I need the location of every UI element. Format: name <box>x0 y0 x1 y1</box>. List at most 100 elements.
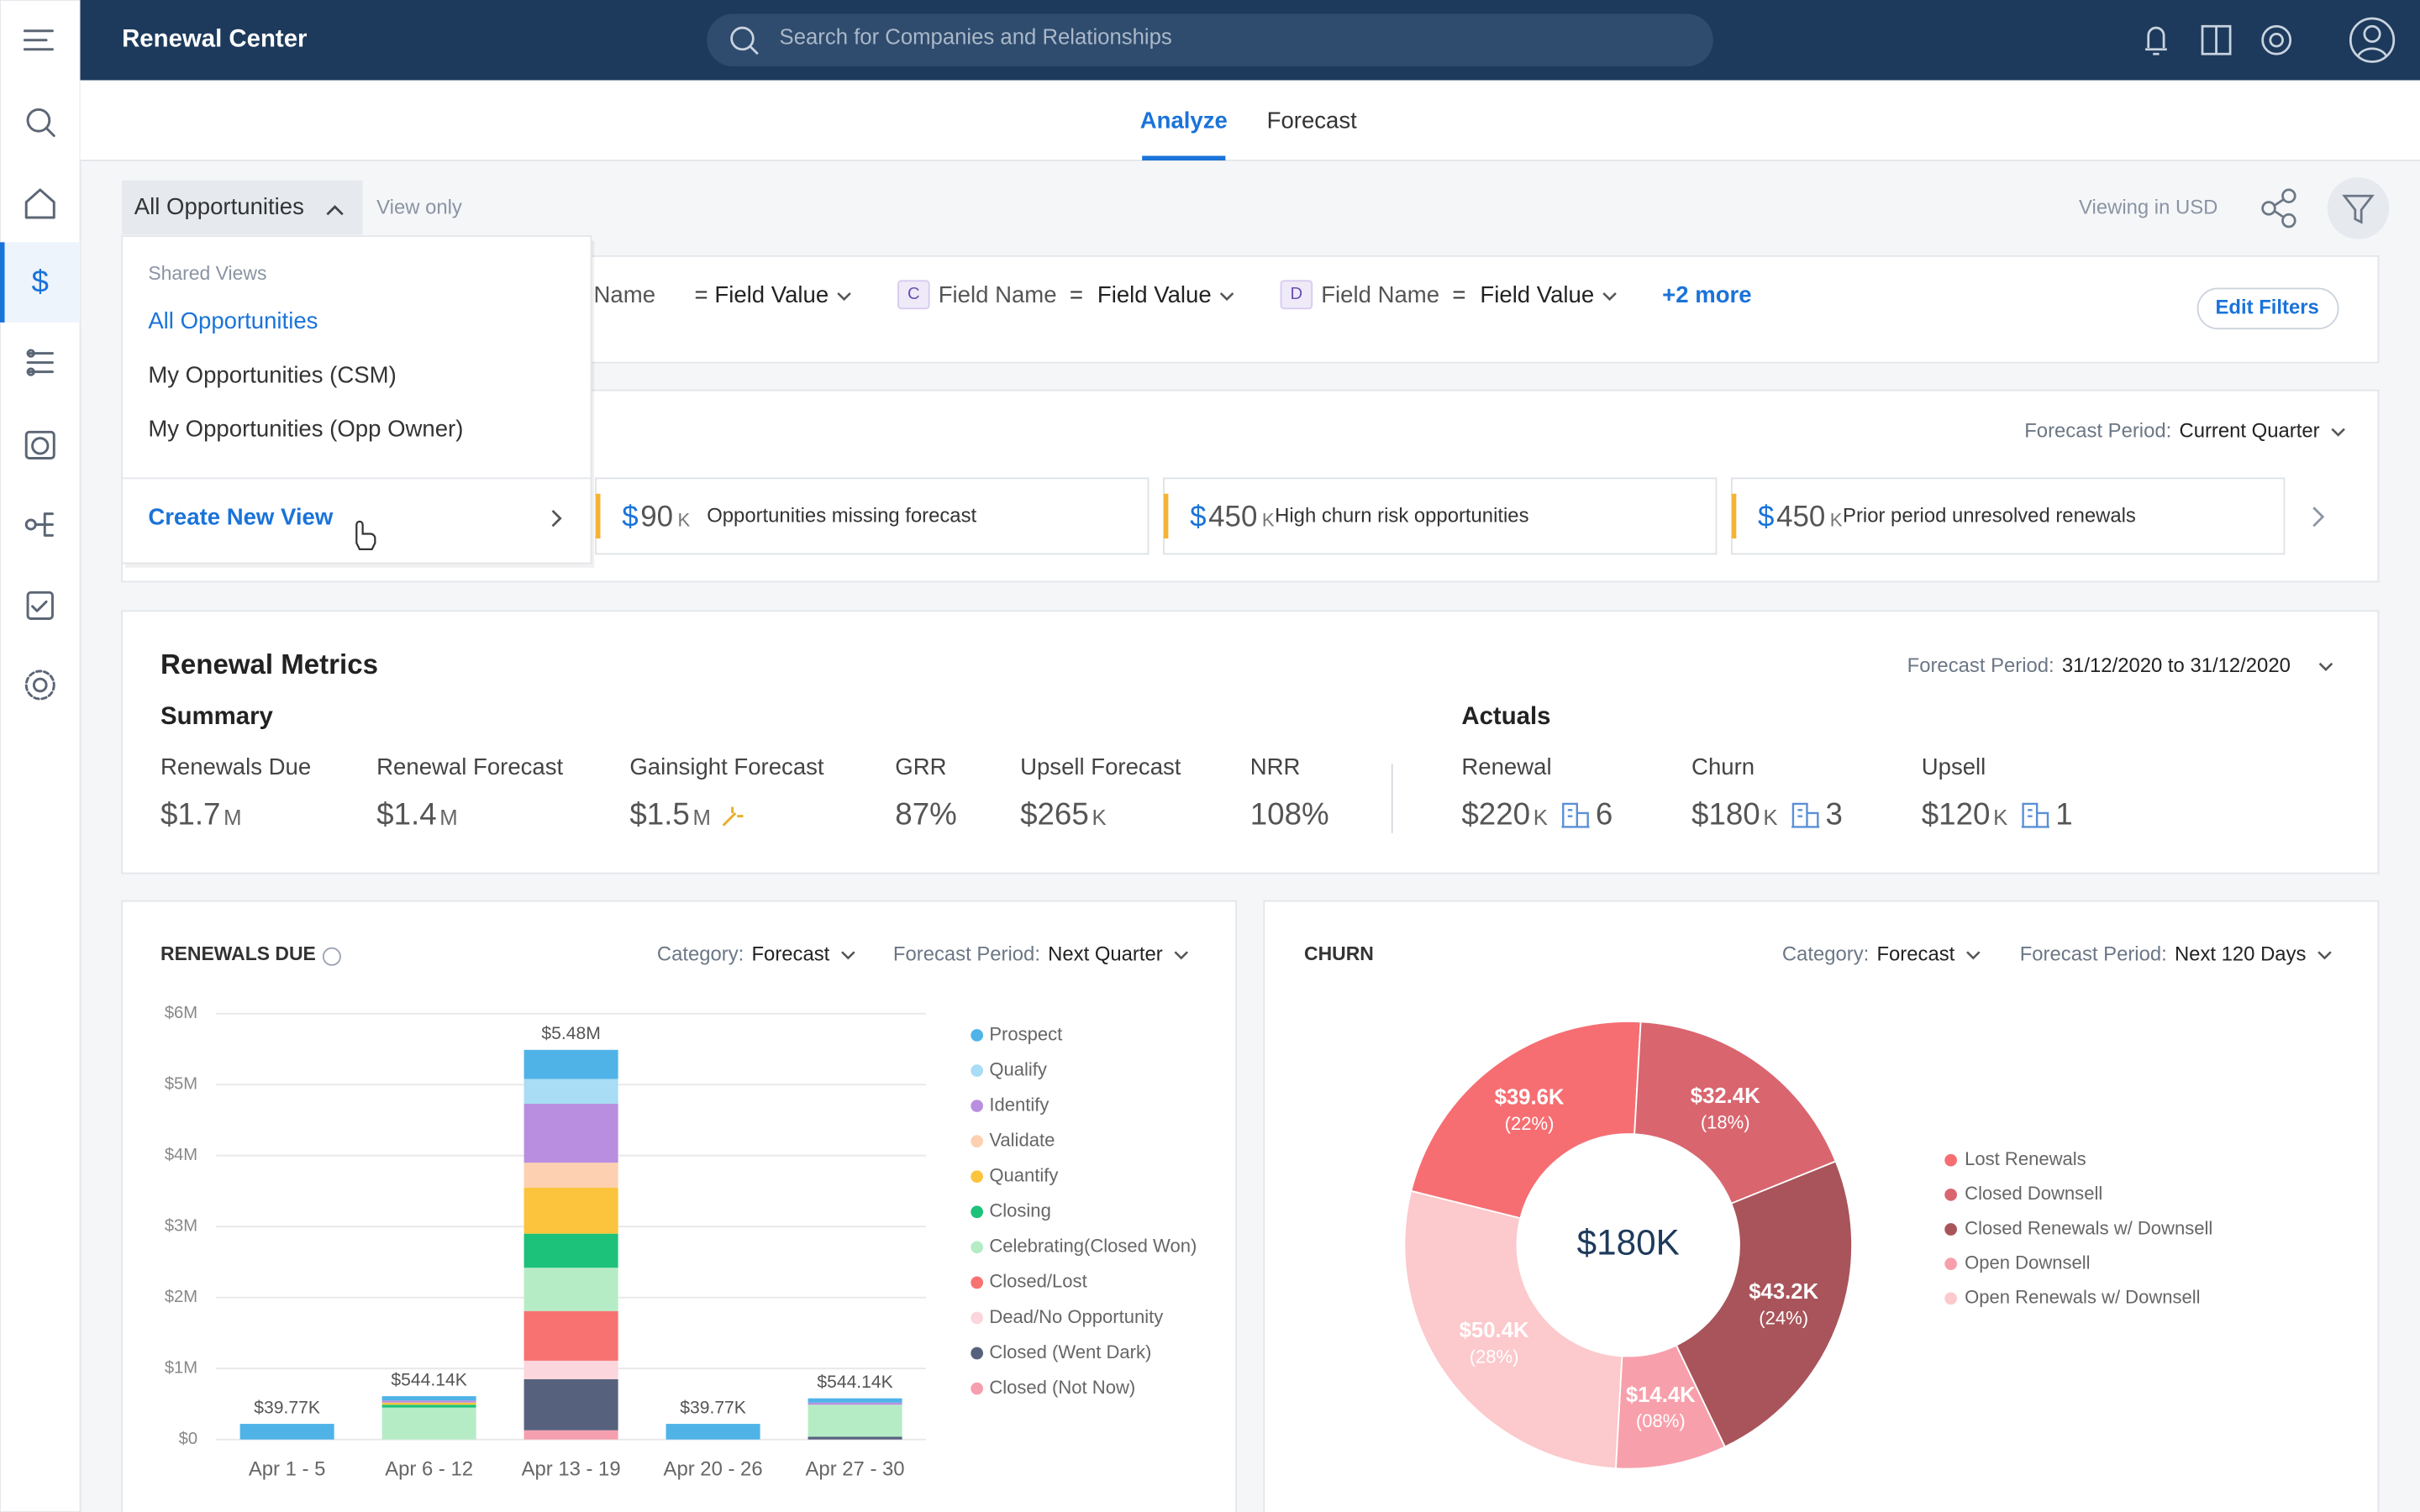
metric-value: 108% <box>1250 796 1329 831</box>
legend-swatch <box>1944 1257 1957 1270</box>
x-tick-label: Apr 27 - 30 <box>806 1458 905 1481</box>
metric-label: Gainsight Forecast <box>629 753 824 780</box>
period-value[interactable]: 31/12/2020 to 31/12/2020 <box>2062 654 2291 677</box>
filter-icon <box>2342 194 2375 224</box>
legend-swatch <box>1944 1292 1957 1305</box>
insight-accent <box>1163 493 1169 539</box>
search-box[interactable] <box>707 13 1713 66</box>
donut-slice <box>1675 1160 1853 1448</box>
chevron <box>2318 662 2333 671</box>
bar-segment <box>381 1400 476 1403</box>
insight-accent <box>1731 493 1737 539</box>
insight-card[interactable] <box>1162 477 1718 555</box>
insight-label: Prior period unresolved renewals <box>1843 505 2136 528</box>
legend-swatch <box>1944 1153 1957 1167</box>
donut-slice <box>1410 1021 1642 1220</box>
filter-button[interactable] <box>2327 177 2390 239</box>
legend-label: Quantify <box>989 1165 1058 1186</box>
dollar-icon[interactable]: $ <box>32 265 49 299</box>
chevron <box>1174 951 1189 960</box>
currency: $ <box>622 500 638 533</box>
next-arrow[interactable] <box>2312 507 2325 528</box>
view-only: View only <box>376 196 462 218</box>
y-tick-label: $0 <box>179 1430 197 1448</box>
bar-segment <box>666 1424 760 1440</box>
insight-accent <box>595 493 601 539</box>
count: 3 <box>1826 796 1843 831</box>
bar-segment <box>523 1310 618 1361</box>
tab-bar <box>80 80 2420 161</box>
metric-label: Renewal <box>1461 753 1551 780</box>
filter-value[interactable]: Forecast <box>751 942 829 965</box>
legend-label: Dead/No Opportunity <box>989 1306 1163 1327</box>
create-view[interactable]: Create New View <box>148 503 334 529</box>
header-icons[interactable] <box>2145 17 2396 63</box>
legend-swatch <box>971 1311 983 1325</box>
legend-label: Closed Renewals w/ Downsell <box>1965 1217 2212 1238</box>
chevron <box>2331 428 2345 437</box>
bar-segment <box>381 1407 476 1440</box>
insight-card[interactable] <box>1730 477 2286 555</box>
filter-badge <box>897 280 930 310</box>
legend-label: Celebrating(Closed Won) <box>989 1236 1197 1257</box>
filter-value[interactable]: Field Value <box>714 281 829 307</box>
legend-label: Closed (Went Dark) <box>989 1341 1151 1362</box>
metric-unit: K <box>1092 806 1106 830</box>
period-label: Forecast Period: <box>2024 420 2171 443</box>
menu-item[interactable]: My Opportunities (CSM) <box>148 361 396 387</box>
edit-filters-button[interactable] <box>2196 287 2339 330</box>
bar-segment <box>523 1430 618 1440</box>
share-icon[interactable] <box>2261 188 2296 228</box>
metric-value: $180 <box>1691 796 1760 831</box>
filter-letter: C <box>908 285 920 303</box>
view-selector[interactable] <box>122 180 363 235</box>
slice-percent: (24%) <box>1759 1307 1808 1328</box>
tab[interactable]: Analyze <box>1140 107 1228 133</box>
total-label: $5.48M <box>541 1024 600 1043</box>
metric-label: Churn <box>1691 753 1754 780</box>
metric-label: Renewals Due <box>160 753 311 780</box>
slice-label: $43.2K <box>1749 1280 1818 1304</box>
amount: 90 <box>640 500 673 533</box>
legend-swatch <box>971 1135 983 1147</box>
amount: 450 <box>1208 500 1257 533</box>
legend-swatch <box>1944 1223 1957 1236</box>
tab[interactable]: Forecast <box>1267 107 1358 133</box>
menu-item[interactable]: All Opportunities <box>148 307 318 333</box>
bar-segment <box>808 1436 902 1440</box>
legend-label: Qualify <box>989 1058 1047 1079</box>
legend-label: Prospect <box>989 1023 1062 1044</box>
insight-card[interactable] <box>595 477 1150 555</box>
slice-label: $39.6K <box>1495 1086 1565 1110</box>
metric-value: $265 <box>1020 796 1089 831</box>
filter-value[interactable]: Field Value <box>1480 281 1594 307</box>
center-label: $180K <box>1577 1222 1680 1262</box>
metric-value: $1.4 <box>376 796 436 831</box>
currency-note: Viewing in USD <box>2079 196 2217 218</box>
metrics-card <box>121 610 2380 874</box>
more-filters[interactable]: +2 more <box>1662 281 1751 307</box>
info-icon[interactable] <box>322 947 341 966</box>
menu-panel <box>121 235 592 564</box>
filter-value[interactable]: Forecast <box>1876 942 1954 965</box>
tab-underline <box>1142 155 1226 161</box>
filter-value[interactable]: Next Quarter <box>1048 942 1163 965</box>
filter-value[interactable]: Field Value <box>1097 281 1212 307</box>
view-name: All Opportunities <box>134 193 304 219</box>
legend-swatch <box>971 1029 983 1042</box>
sidebar-icons[interactable] <box>23 29 55 701</box>
period-value[interactable]: Current Quarter <box>2179 420 2319 443</box>
cursor <box>355 520 376 550</box>
metric-label: NRR <box>1250 753 1301 780</box>
app-title: Renewal Center <box>122 25 307 53</box>
edit-filters[interactable]: Edit Filters <box>2216 297 2319 319</box>
chevron <box>841 951 855 960</box>
menu-item[interactable]: My Opportunities (Opp Owner) <box>148 416 463 442</box>
menu-section: Shared Views <box>148 262 266 284</box>
slice-percent: (08%) <box>1636 1410 1686 1431</box>
filter-value[interactable]: Next 120 Days <box>2175 942 2307 965</box>
search-icon-handle <box>749 45 759 55</box>
metric-unit: M <box>693 806 711 830</box>
subsection-title: Actuals <box>1461 702 1550 730</box>
